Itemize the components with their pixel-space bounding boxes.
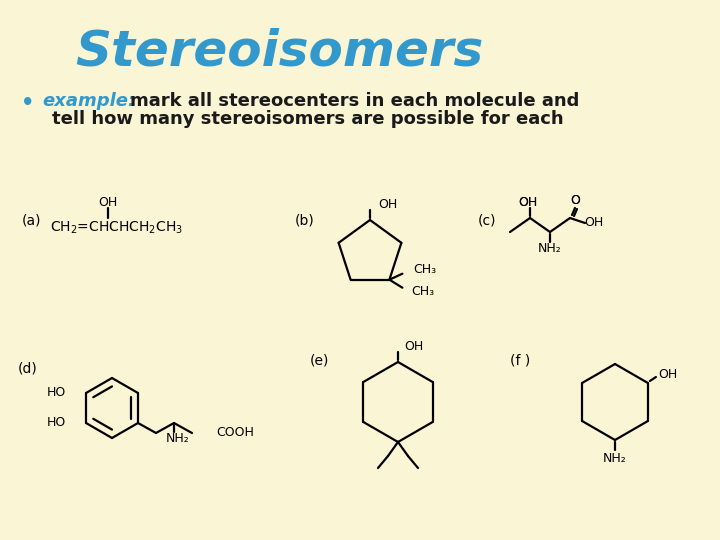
- Text: O: O: [570, 193, 580, 206]
- Text: mark all stereocenters in each molecule and: mark all stereocenters in each molecule …: [130, 92, 580, 110]
- Text: NH₂: NH₂: [166, 433, 190, 446]
- Text: NH₂: NH₂: [603, 451, 627, 464]
- Text: OH: OH: [585, 217, 603, 230]
- Text: O: O: [570, 194, 580, 207]
- Text: (b): (b): [295, 213, 315, 227]
- Text: (a): (a): [22, 213, 42, 227]
- Text: COOH: COOH: [216, 427, 254, 440]
- Text: CH₃: CH₃: [413, 263, 436, 276]
- Text: OH: OH: [658, 368, 677, 381]
- Text: OH: OH: [378, 198, 397, 211]
- Text: NH₂: NH₂: [538, 242, 562, 255]
- Text: HO: HO: [47, 416, 66, 429]
- Text: OH: OH: [99, 195, 117, 208]
- Text: (d): (d): [18, 361, 37, 375]
- Text: HO: HO: [47, 387, 66, 400]
- Text: OH: OH: [518, 195, 538, 208]
- Text: (e): (e): [310, 353, 329, 367]
- Text: (f ): (f ): [510, 353, 530, 367]
- Text: CH₃: CH₃: [411, 285, 435, 298]
- Text: CH$_2$=CHCHCH$_2$CH$_3$: CH$_2$=CHCHCH$_2$CH$_3$: [50, 220, 183, 236]
- Text: OH: OH: [518, 195, 538, 208]
- Text: tell how many stereoisomers are possible for each: tell how many stereoisomers are possible…: [52, 110, 564, 128]
- Text: •: •: [22, 93, 35, 113]
- Text: example:: example:: [42, 92, 135, 110]
- Text: Stereoisomers: Stereoisomers: [75, 28, 483, 76]
- Text: (c): (c): [478, 213, 497, 227]
- Text: OH: OH: [404, 340, 423, 353]
